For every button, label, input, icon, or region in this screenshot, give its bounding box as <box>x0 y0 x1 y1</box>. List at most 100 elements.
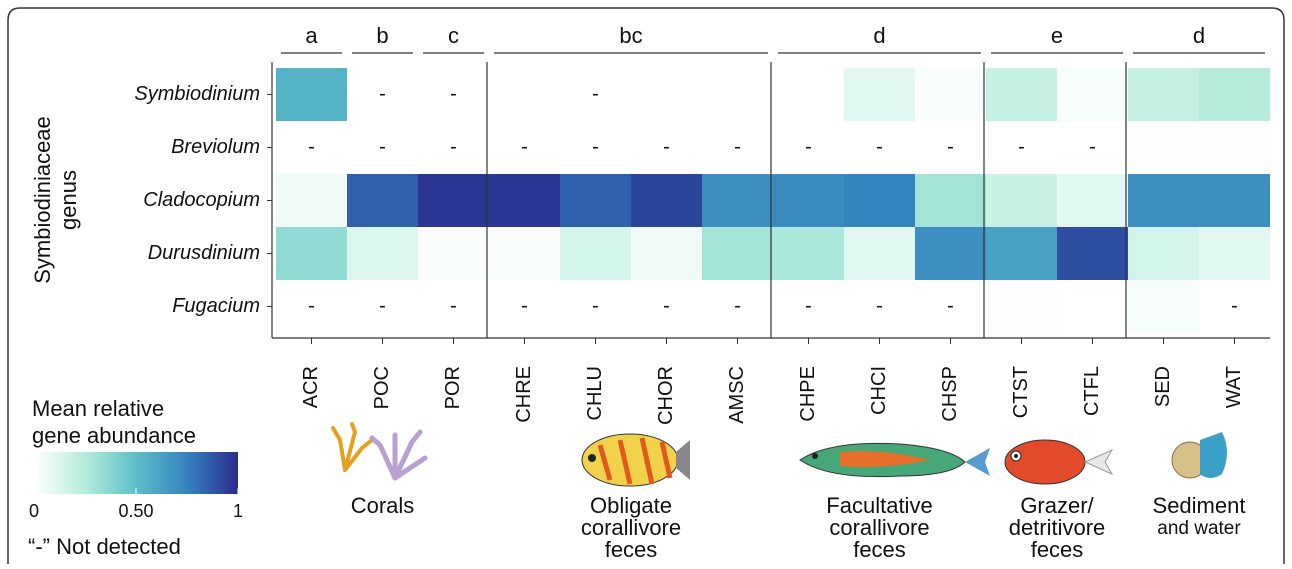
cell <box>915 68 986 121</box>
cell <box>844 227 915 280</box>
parrotfish-icon <box>800 443 990 476</box>
cell <box>1057 174 1128 227</box>
x-tick-label: CHPE <box>797 366 819 422</box>
x-tick-label: ACR <box>300 366 322 408</box>
cell <box>986 174 1057 227</box>
not-detected: - <box>592 136 599 158</box>
cell <box>489 227 560 280</box>
group-label: Corals <box>351 493 415 518</box>
cell <box>1128 68 1199 121</box>
significance-letter: bc <box>619 23 642 48</box>
y-axis-label: Symbiodiniaceae <box>30 116 55 284</box>
significance-letter: d <box>873 23 885 48</box>
cell <box>418 174 489 227</box>
chart: --------------------------SymbiodiniumBr… <box>0 0 1292 564</box>
x-tick-label: CTST <box>1010 366 1032 418</box>
not-detected: - <box>450 295 457 317</box>
group-label: and water <box>1157 518 1241 539</box>
grazerfish-icon <box>1005 440 1112 484</box>
not-detected: - <box>308 136 315 158</box>
not-detected: - <box>734 136 741 158</box>
cell <box>276 174 347 227</box>
cell <box>1057 227 1128 280</box>
group-label: feces <box>605 537 658 562</box>
cell <box>347 227 418 280</box>
not-detected: - <box>734 295 741 317</box>
cell <box>560 174 631 227</box>
not-detected: - <box>663 295 670 317</box>
cell <box>1128 280 1199 333</box>
cell <box>1057 280 1128 333</box>
not-detected: - <box>592 295 599 317</box>
group-label: feces <box>853 537 906 562</box>
cell <box>986 280 1057 333</box>
x-tick-label: CHRE <box>513 366 535 423</box>
cell <box>1128 227 1199 280</box>
y-tick-label: Breviolum <box>171 136 260 158</box>
x-tick-label: CHSP <box>939 366 961 422</box>
not-detected: - <box>379 136 386 158</box>
group-label: feces <box>1031 537 1084 562</box>
cell <box>915 227 986 280</box>
cell <box>1199 68 1270 121</box>
cell <box>915 174 986 227</box>
cell <box>276 68 347 121</box>
not-detected: - <box>876 295 883 317</box>
not-detected: - <box>450 136 457 158</box>
y-tick-label: Fugacium <box>172 295 260 317</box>
cell <box>347 174 418 227</box>
cell <box>1128 174 1199 227</box>
x-tick-label: CHLU <box>584 366 606 420</box>
cell <box>986 68 1057 121</box>
significance-letter: e <box>1051 23 1063 48</box>
cell <box>489 174 560 227</box>
significance-letter: a <box>305 23 318 48</box>
y-axis-label: genus <box>56 170 81 230</box>
significance-letter: d <box>1193 23 1205 48</box>
x-tick-label: CHOR <box>655 366 677 425</box>
not-detected: - <box>521 136 528 158</box>
cell <box>702 68 773 121</box>
cell <box>489 68 560 121</box>
cell <box>773 227 844 280</box>
colorbar-tick-label: 0.50 <box>118 501 153 521</box>
x-tick-label: CHCI <box>868 366 890 415</box>
not-detected: - <box>1089 136 1096 158</box>
not-detected: - <box>379 83 386 105</box>
cell <box>1057 68 1128 121</box>
x-tick-label: POC <box>371 366 393 409</box>
cell <box>631 174 702 227</box>
x-tick-label: POR <box>442 366 464 409</box>
cell <box>631 68 702 121</box>
x-tick-label: AMSC <box>726 366 748 424</box>
cell <box>844 68 915 121</box>
not-detected: - <box>521 295 528 317</box>
x-tick-label: WAT <box>1223 366 1245 408</box>
y-tick-label: Cladocopium <box>143 189 260 211</box>
cell <box>560 227 631 280</box>
group-label: Sediment <box>1153 493 1246 518</box>
colorbar-title: Mean relative <box>32 396 164 421</box>
cell <box>702 174 773 227</box>
significance-letter: b <box>376 23 388 48</box>
sediment-water-icon <box>1172 432 1227 478</box>
butterflyfish-icon <box>582 434 690 486</box>
cell <box>844 174 915 227</box>
cell <box>418 227 489 280</box>
y-tick-label: Symbiodinium <box>134 83 260 105</box>
significance-letter: c <box>448 23 459 48</box>
not-detected: - <box>805 295 812 317</box>
cell <box>773 174 844 227</box>
cell <box>1199 227 1270 280</box>
x-tick-label: SED <box>1152 366 1174 407</box>
not-detected: - <box>947 295 954 317</box>
not-detected: - <box>1231 295 1238 317</box>
icons <box>333 424 1227 486</box>
y-tick-label: Durusdinium <box>148 242 260 264</box>
not-detected: - <box>805 136 812 158</box>
colorbar-title: gene abundance <box>32 423 196 448</box>
not-detected: - <box>1018 136 1025 158</box>
not-detected: - <box>876 136 883 158</box>
x-tick-label: CTFL <box>1081 366 1103 416</box>
coral-icon <box>333 424 425 478</box>
